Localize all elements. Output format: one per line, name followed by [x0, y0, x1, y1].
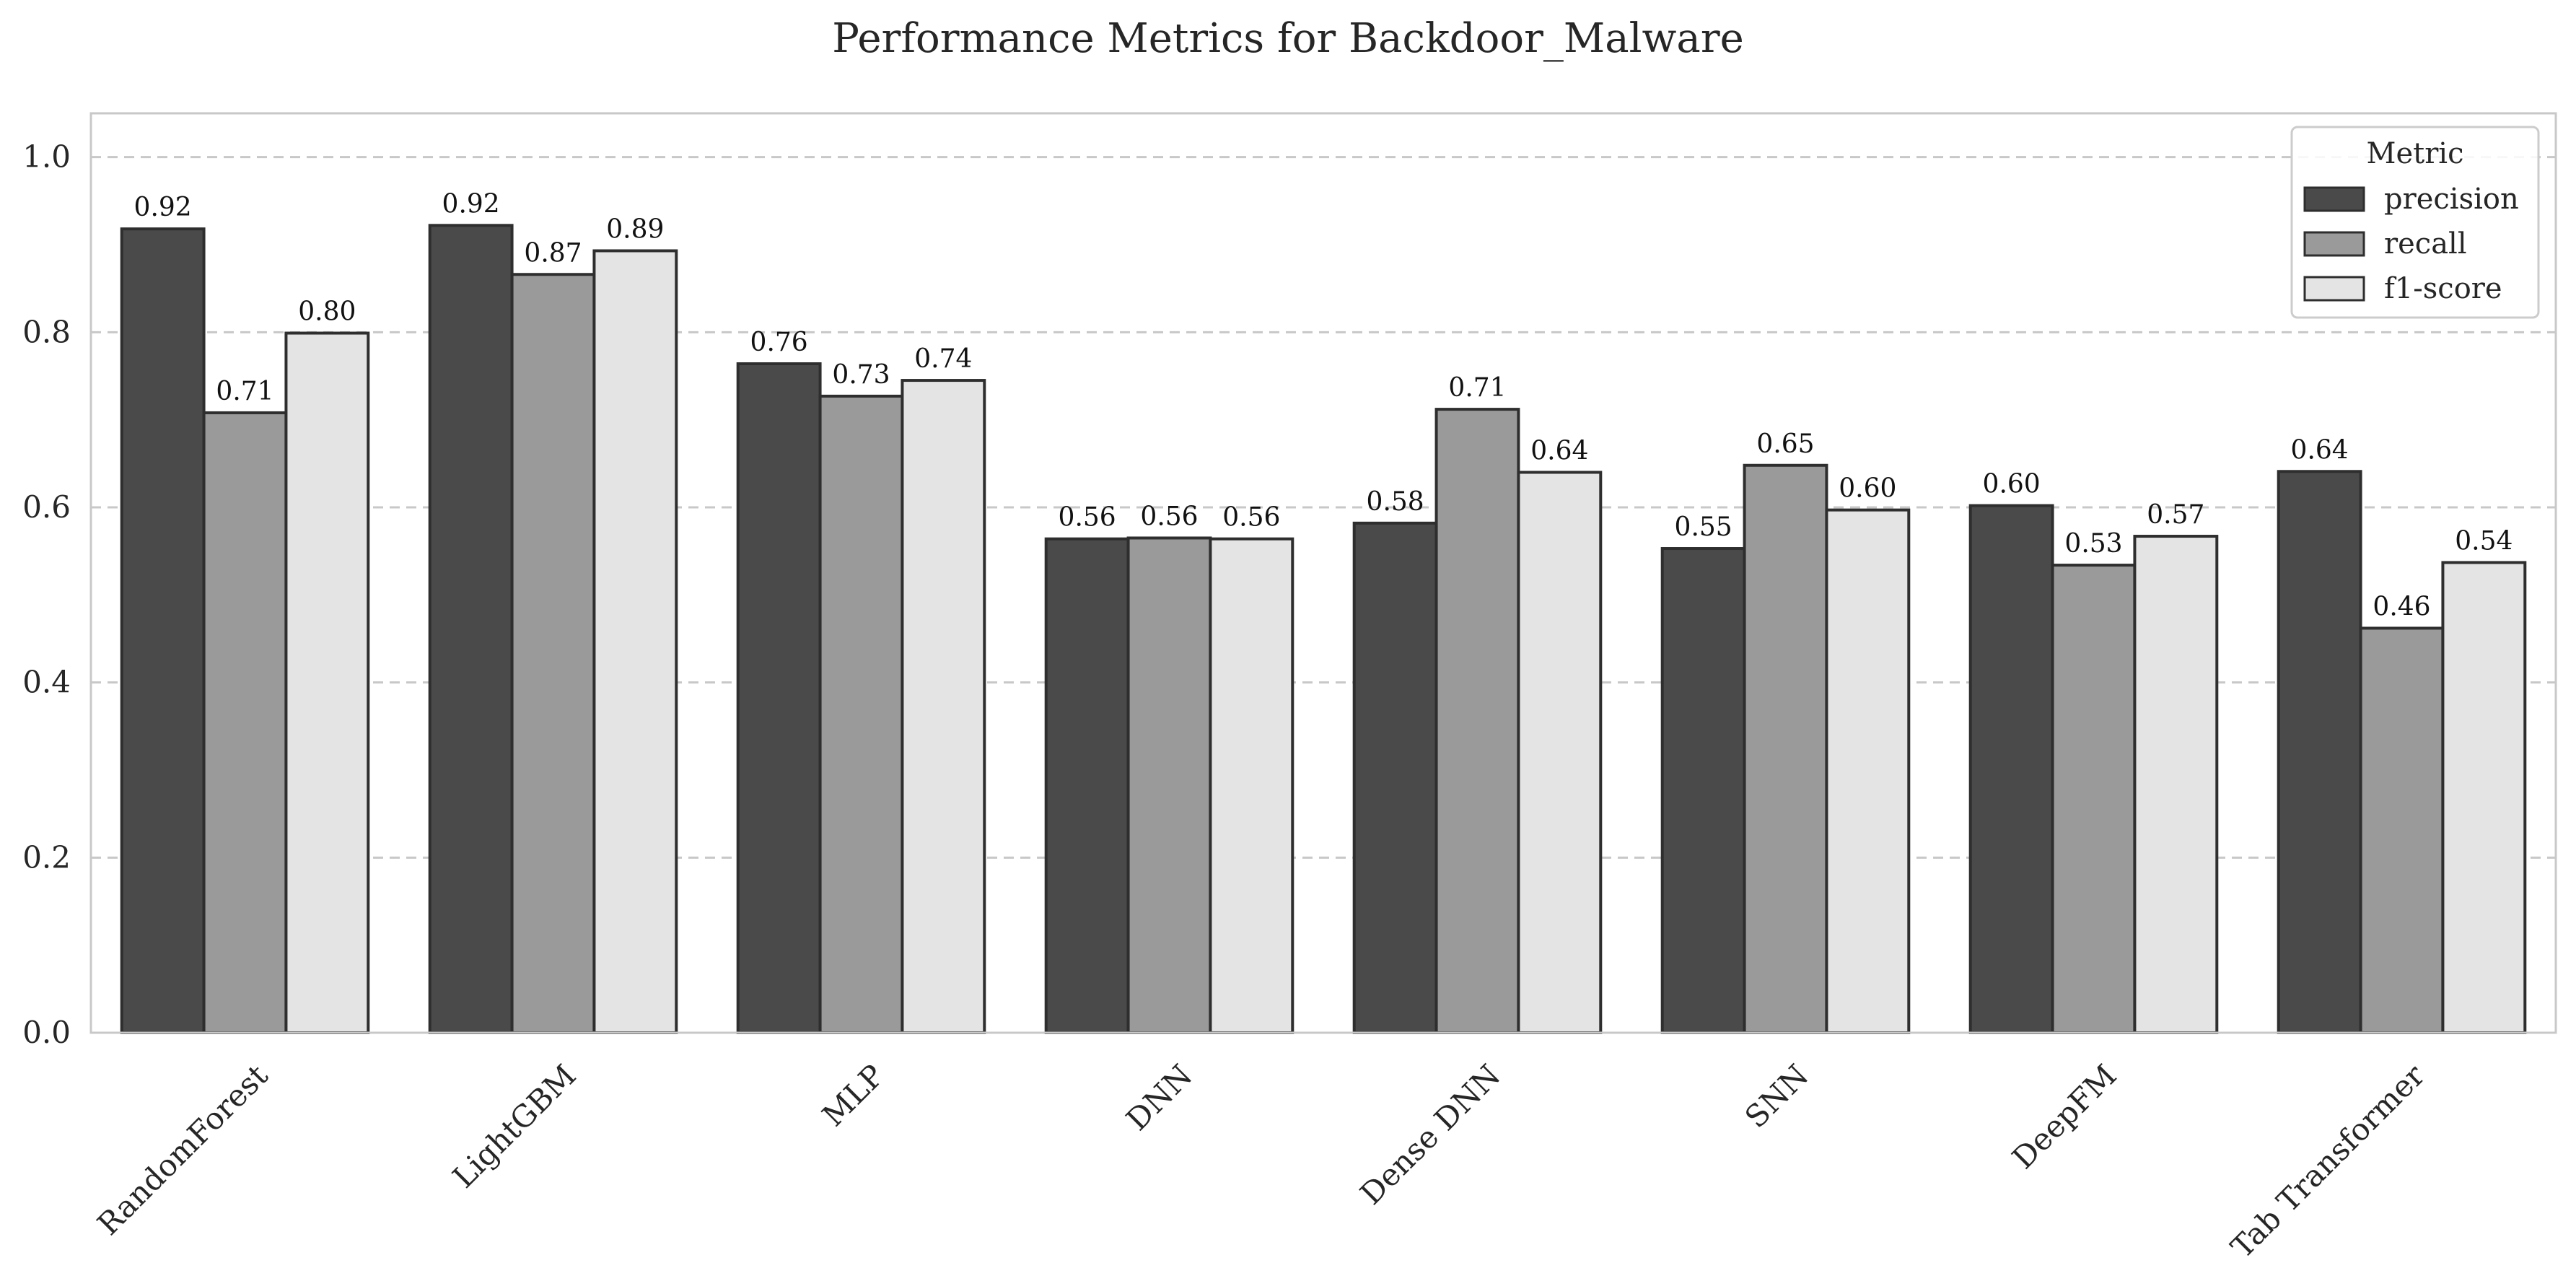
- bar-f1-score-dense-dnn: [1517, 471, 1603, 1034]
- legend-swatch-f1-score: [2303, 276, 2365, 302]
- bar-value-label: 0.46: [2373, 592, 2430, 621]
- bar-value-label: 0.60: [1983, 470, 2041, 499]
- legend-swatch-recall: [2303, 231, 2365, 257]
- y-axis-ticks: 0.0 0.2 0.4 0.6 0.8 1.0: [22, 139, 71, 1050]
- bar-recall-tab-transformer: [2359, 626, 2445, 1034]
- legend-title: Metric: [2366, 137, 2463, 170]
- y-tick-label: 1.0: [22, 139, 71, 175]
- bar-precision-lightgbm: [428, 224, 514, 1035]
- bar-value-label: 0.57: [2147, 500, 2204, 530]
- legend: Metric precision recall f1-score: [2290, 126, 2540, 319]
- bar-f1-score-snn: [1825, 508, 1911, 1034]
- bar-value-label: 0.54: [2455, 526, 2513, 556]
- bar-recall-mlp: [818, 394, 904, 1034]
- bar-value-label: 0.89: [606, 214, 664, 244]
- bar-value-label: 0.71: [216, 377, 273, 406]
- bar-value-label: 0.80: [298, 297, 356, 327]
- bar-f1-score-tab-transformer: [2441, 561, 2527, 1034]
- x-tick-label: LightGBM: [446, 1057, 583, 1194]
- bar-recall-lightgbm: [510, 273, 596, 1035]
- bar-f1-score-deepfm: [2133, 535, 2219, 1034]
- legend-label-recall: recall: [2384, 227, 2467, 261]
- y-tick-label: 0.0: [22, 1015, 71, 1050]
- bar-value-label: 0.74: [914, 344, 972, 374]
- x-axis-ticks: RandomForest LightGBM MLP DNN Dense DNN SNN De…: [90, 1057, 2432, 1265]
- bar-value-label: 0.64: [2291, 435, 2349, 465]
- x-tick-label: DeepFM: [2005, 1057, 2124, 1176]
- bar-precision-mlp: [736, 362, 822, 1035]
- bar-value-label: 0.87: [524, 238, 582, 268]
- y-tick-label: 0.8: [22, 314, 71, 349]
- bar-value-label: 0.60: [1839, 474, 1896, 504]
- legend-label-precision: precision: [2384, 183, 2519, 216]
- x-tick-label: Dense DNN: [1353, 1057, 1507, 1211]
- bar-value-labels: 0.92 0.71 0.80 0.92 0.87 0.89 0.76 0.73 0.74 0.56…: [134, 189, 2513, 621]
- axes-frame: [89, 112, 2557, 1034]
- legend-frame: [2290, 126, 2540, 319]
- bar-recall-dense-dnn: [1434, 408, 1520, 1034]
- y-tick-label: 0.6: [22, 489, 71, 525]
- y-tick-label: 0.4: [22, 665, 71, 700]
- bar-f1-score-mlp: [901, 379, 986, 1034]
- bar-value-label: 0.92: [442, 189, 500, 219]
- bar-precision-dnn: [1044, 537, 1130, 1034]
- bar-precision-randomforest: [120, 227, 206, 1034]
- legend-swatch-precision: [2303, 186, 2365, 212]
- bar-value-label: 0.73: [832, 360, 890, 390]
- bar-recall-dnn: [1126, 536, 1212, 1034]
- bar-recall-randomforest: [202, 411, 288, 1034]
- bar-value-label: 0.55: [1675, 512, 1732, 542]
- chart-title: Performance Metrics for Backdoor_Malware: [832, 15, 1743, 62]
- bar-value-label: 0.56: [1222, 503, 1280, 533]
- legend-label-f1-score: f1-score: [2384, 272, 2502, 305]
- bar-recall-snn: [1743, 463, 1828, 1034]
- bar-value-label: 0.58: [1367, 487, 1424, 517]
- x-tick-label: Tab Transformer: [2224, 1057, 2432, 1265]
- bar-recall-deepfm: [2051, 564, 2137, 1034]
- x-tick-label: SNN: [1738, 1057, 1815, 1134]
- bar-precision-dense-dnn: [1352, 521, 1438, 1034]
- bar-f1-score-randomforest: [284, 331, 370, 1034]
- bar-f1-score-dnn: [1209, 537, 1294, 1034]
- grid-lines: [91, 156, 2556, 859]
- bar-value-label: 0.65: [1756, 429, 1814, 459]
- x-tick-label: DNN: [1119, 1057, 1199, 1137]
- bar-value-label: 0.76: [750, 328, 808, 357]
- bar-value-label: 0.56: [1140, 502, 1198, 531]
- bar-f1-score-lightgbm: [592, 249, 678, 1035]
- bar-precision-deepfm: [1968, 504, 2054, 1034]
- x-tick-label: MLP: [815, 1057, 891, 1133]
- bar-value-label: 0.64: [1530, 436, 1588, 465]
- bars: [120, 224, 2527, 1035]
- bar-value-label: 0.56: [1059, 503, 1116, 533]
- bar-precision-tab-transformer: [2277, 470, 2362, 1034]
- bar-value-label: 0.71: [1448, 373, 1506, 403]
- bar-value-label: 0.53: [2064, 529, 2122, 559]
- y-tick-label: 0.2: [22, 839, 71, 875]
- x-tick-label: RandomForest: [90, 1057, 274, 1241]
- bar-value-label: 0.92: [134, 193, 192, 222]
- bar-precision-snn: [1660, 547, 1746, 1034]
